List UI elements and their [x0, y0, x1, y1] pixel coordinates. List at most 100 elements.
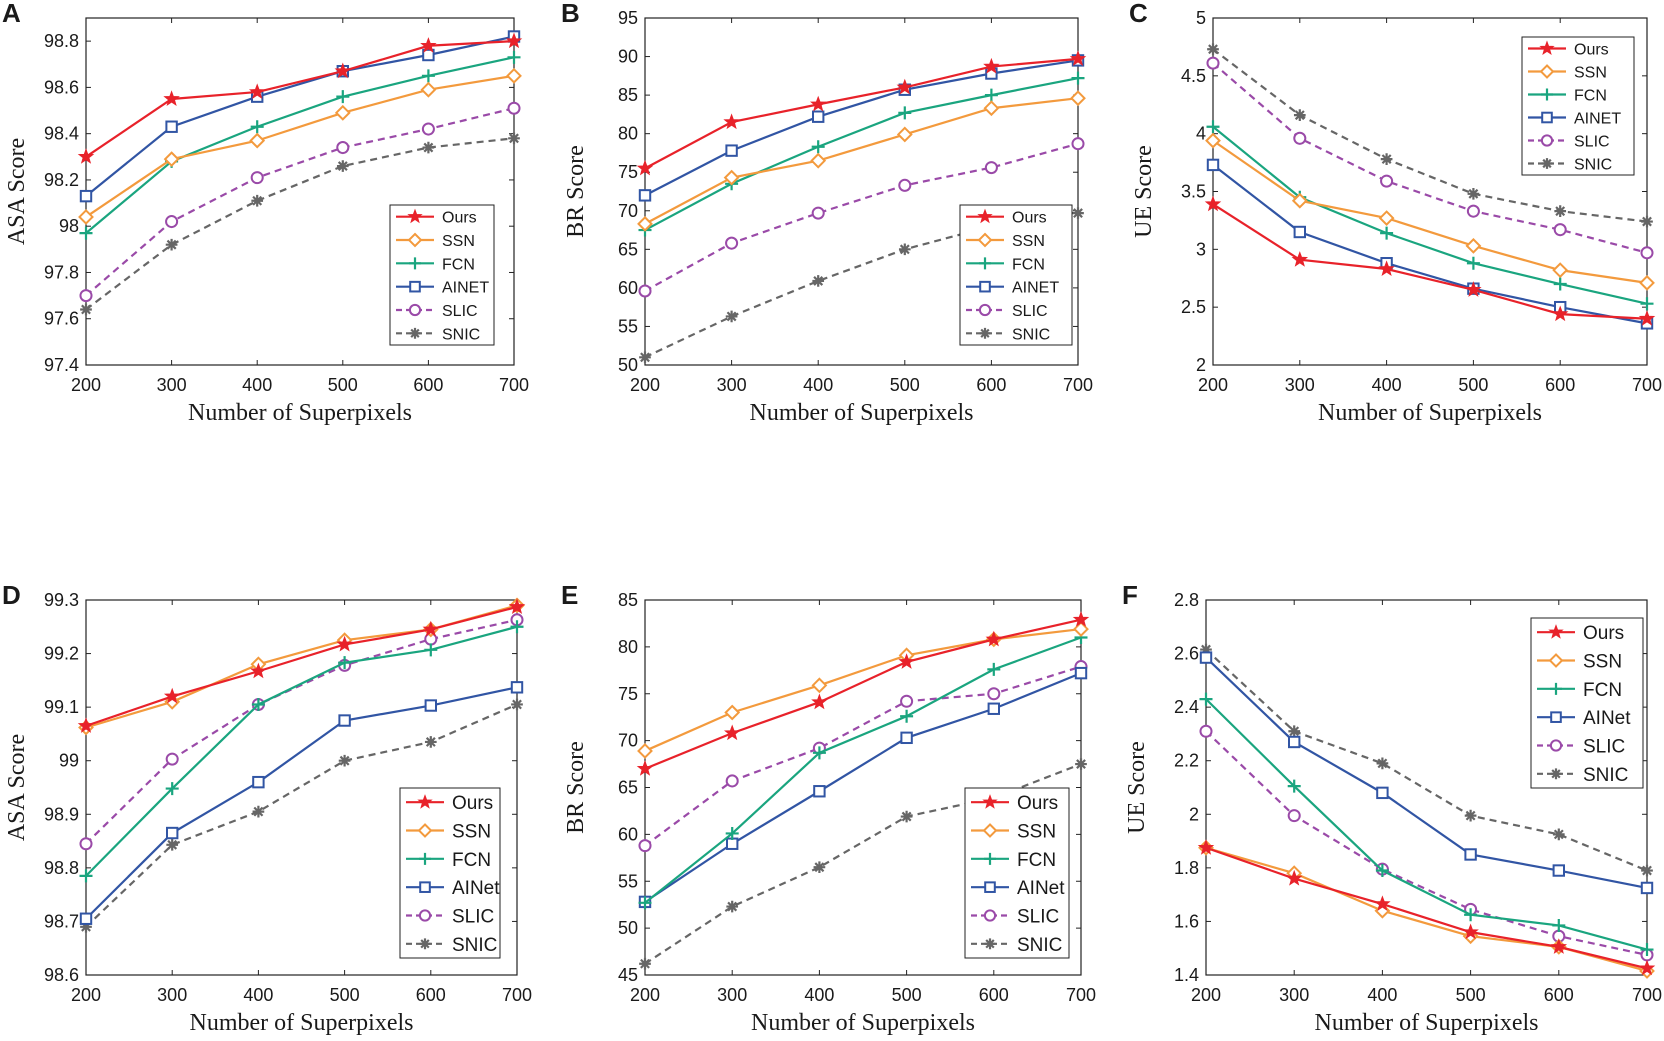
legend-label: Ours — [442, 210, 477, 227]
data-point — [636, 760, 654, 776]
series-line — [1205, 648, 1648, 872]
y-tick-label: 65 — [618, 239, 638, 259]
legend-item-ainet: AINet — [406, 878, 500, 899]
y-tick-label: 98.6 — [44, 965, 79, 985]
legend-label: SLIC — [1017, 907, 1059, 928]
x-tick-label: 300 — [157, 375, 187, 395]
plot-frame — [1205, 599, 1648, 976]
panel-letter: B — [561, 0, 580, 28]
x-tick-label: 500 — [1458, 375, 1488, 395]
series-ssn — [78, 67, 522, 225]
series-line — [1205, 846, 1648, 970]
data-point — [1550, 938, 1568, 954]
data-point — [1376, 757, 1389, 770]
data-point — [1375, 864, 1389, 878]
data-point — [165, 215, 179, 229]
legend-item-fcn: FCN — [966, 256, 1045, 273]
y-tick-label: 80 — [618, 124, 638, 144]
y-tick-label: 2.8 — [1174, 590, 1199, 610]
series-line — [644, 672, 1082, 903]
legend-item-fcn: FCN — [396, 256, 475, 273]
y-tick-label: 95 — [618, 8, 638, 28]
legend-marker — [982, 794, 998, 809]
data-point — [725, 774, 739, 788]
y-tick-label: 2 — [1189, 804, 1199, 824]
y-tick-label: 4.5 — [1181, 66, 1206, 86]
series-line — [644, 57, 1079, 170]
series-ainet — [79, 681, 524, 925]
legend-label: SLIC — [442, 303, 478, 320]
y-tick-label: 55 — [618, 871, 638, 891]
legend-label: AINET — [1012, 280, 1059, 297]
series-fcn — [79, 620, 524, 883]
data-point — [638, 839, 652, 853]
data-point — [252, 805, 265, 818]
chart-panel-a: A 97.4 97.6 97.8 98 98.2 98.4 98.6 98.8 200 300 400… — [2, 0, 529, 426]
series-fcn — [1199, 692, 1654, 957]
y-tick-label: 65 — [618, 778, 638, 798]
data-point — [510, 681, 524, 694]
data-point — [79, 837, 93, 851]
data-point — [985, 630, 1003, 647]
series-ssn — [1198, 839, 1655, 979]
data-point — [250, 120, 264, 134]
x-tick-label: 200 — [630, 375, 660, 395]
data-point — [1467, 187, 1480, 200]
data-point — [900, 810, 913, 823]
data-point — [1380, 226, 1394, 240]
legend-label: Ours — [1012, 210, 1047, 227]
data-point — [1552, 828, 1565, 841]
x-tick-label: 500 — [1456, 985, 1486, 1005]
legend-label: AINet — [1583, 708, 1631, 729]
legend-item-ssn: SSN — [406, 822, 491, 843]
data-point — [1207, 43, 1219, 56]
y-axis-title: UE Score — [1124, 741, 1150, 834]
y-tick-label: 70 — [618, 731, 638, 751]
y-tick-label: 98.8 — [44, 858, 79, 878]
data-point — [511, 698, 523, 711]
legend-item-snic: SNIC — [396, 326, 480, 343]
y-tick-label: 1.4 — [1174, 965, 1199, 985]
legend-marker — [1540, 134, 1554, 147]
legend-item-ours: Ours — [1537, 623, 1624, 644]
legend-item-fcn: FCN — [406, 850, 491, 871]
legend-marker — [407, 232, 423, 248]
x-tick-label: 200 — [71, 985, 101, 1005]
legend-label: SSN — [1017, 822, 1056, 843]
data-point — [811, 140, 825, 154]
data-point — [1380, 174, 1394, 188]
series-snic — [1200, 643, 1653, 877]
y-tick-label: 70 — [618, 201, 638, 221]
legend-marker — [984, 852, 996, 865]
y-tick-label: 80 — [618, 637, 638, 657]
x-tick-label: 300 — [1285, 375, 1315, 395]
legend-marker — [977, 232, 993, 248]
legend-marker — [1548, 653, 1564, 668]
legend-item-ssn: SSN — [396, 232, 475, 250]
x-tick-label: 600 — [979, 985, 1009, 1005]
data-point — [165, 782, 179, 796]
x-tick-label: 700 — [1632, 375, 1662, 395]
legend-label: SSN — [1012, 233, 1045, 250]
legend-label: FCN — [1583, 680, 1622, 701]
data-point — [165, 120, 178, 133]
data-point — [812, 275, 825, 287]
legend-marker — [983, 909, 997, 922]
chart-panel-d: D 98.6 98.7 98.8 98.9 99 99.1 99.2 99.3 200 300 400… — [2, 580, 532, 1036]
data-point — [1552, 918, 1566, 932]
x-axis-title: Number of Superpixels — [190, 1010, 414, 1036]
data-point — [1072, 207, 1084, 219]
legend-marker — [419, 881, 431, 893]
data-point — [420, 37, 437, 53]
legend-item-snic: SNIC — [971, 935, 1062, 956]
data-point — [813, 861, 826, 874]
legend-label: FCN — [1574, 88, 1607, 105]
legend-marker — [409, 257, 421, 270]
legend: Ours SSN FCN AINet SLIC SNIC — [1530, 617, 1644, 789]
y-tick-label: 2.4 — [1174, 697, 1199, 717]
data-point — [1199, 651, 1213, 664]
data-point — [1072, 611, 1090, 627]
legend-label: SSN — [1574, 65, 1607, 82]
data-point — [812, 110, 825, 123]
